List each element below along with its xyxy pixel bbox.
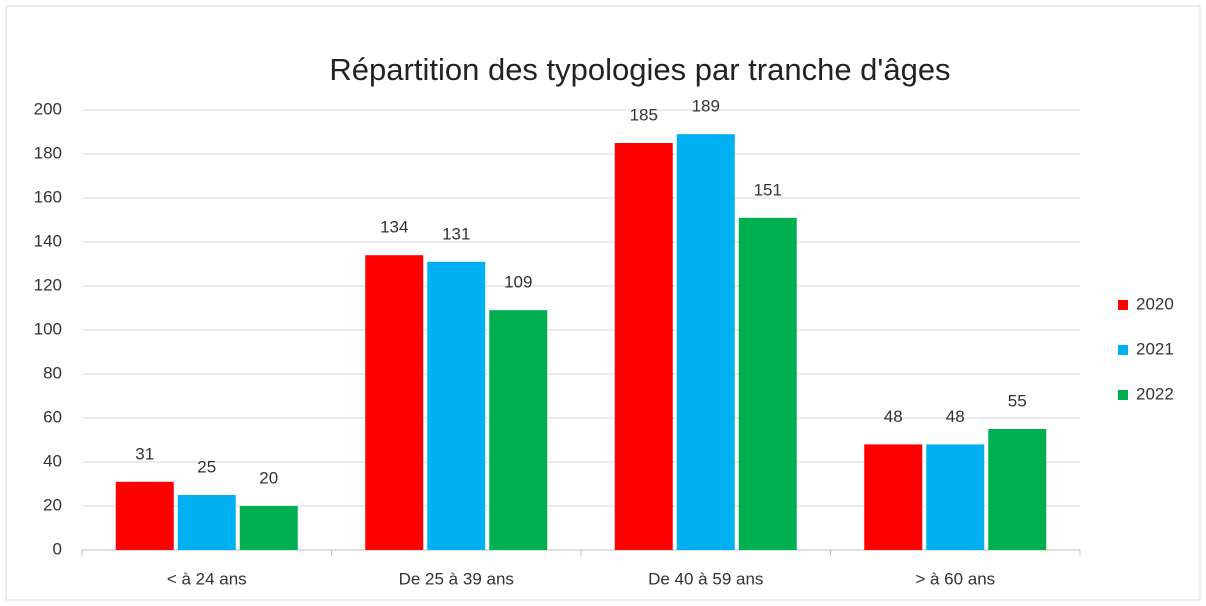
data-label: 48 <box>884 407 903 426</box>
data-label: 48 <box>946 407 965 426</box>
y-tick-label: 140 <box>34 231 62 250</box>
bar <box>489 310 548 550</box>
bar <box>365 255 424 550</box>
y-tick-label: 40 <box>43 451 62 470</box>
bar <box>115 481 174 550</box>
bar <box>676 134 735 550</box>
data-label: 189 <box>692 97 720 116</box>
bar <box>177 495 236 550</box>
legend-label: 2020 <box>1136 294 1174 313</box>
y-tick-label: 160 <box>34 187 62 206</box>
x-tick-label: De 40 à 59 ans <box>648 569 763 588</box>
y-tick-label: 200 <box>34 99 62 118</box>
x-tick-label: > à 60 ans <box>915 569 995 588</box>
data-label: 131 <box>442 224 470 243</box>
y-tick-label: 60 <box>43 407 62 426</box>
data-label: 20 <box>259 468 278 487</box>
x-tick-label: De 25 à 39 ans <box>399 569 514 588</box>
y-tick-label: 180 <box>34 143 62 162</box>
x-tick-label: < à 24 ans <box>167 569 247 588</box>
y-tick-label: 120 <box>34 275 62 294</box>
y-tick-label: 20 <box>43 495 62 514</box>
bar <box>864 444 923 550</box>
legend-swatch <box>1118 300 1128 310</box>
legend-label: 2021 <box>1136 339 1174 358</box>
data-label: 109 <box>504 273 532 292</box>
data-label: 185 <box>630 105 658 124</box>
chart-title: Répartition des typologies par tranche d… <box>329 52 950 87</box>
data-label: 25 <box>197 457 216 476</box>
bar <box>988 429 1047 550</box>
bar <box>926 444 985 550</box>
data-label: 151 <box>754 180 782 199</box>
legend-swatch <box>1118 345 1128 355</box>
data-label: 55 <box>1008 391 1027 410</box>
data-label: 31 <box>135 444 154 463</box>
y-tick-label: 80 <box>43 363 62 382</box>
bar <box>738 217 797 551</box>
legend-label: 2022 <box>1136 384 1174 403</box>
bar <box>239 506 298 550</box>
y-tick-label: 0 <box>53 539 62 558</box>
y-tick-label: 100 <box>34 319 62 338</box>
bar <box>614 143 673 550</box>
legend-swatch <box>1118 390 1128 400</box>
data-label: 134 <box>380 218 408 237</box>
bar <box>427 261 486 550</box>
